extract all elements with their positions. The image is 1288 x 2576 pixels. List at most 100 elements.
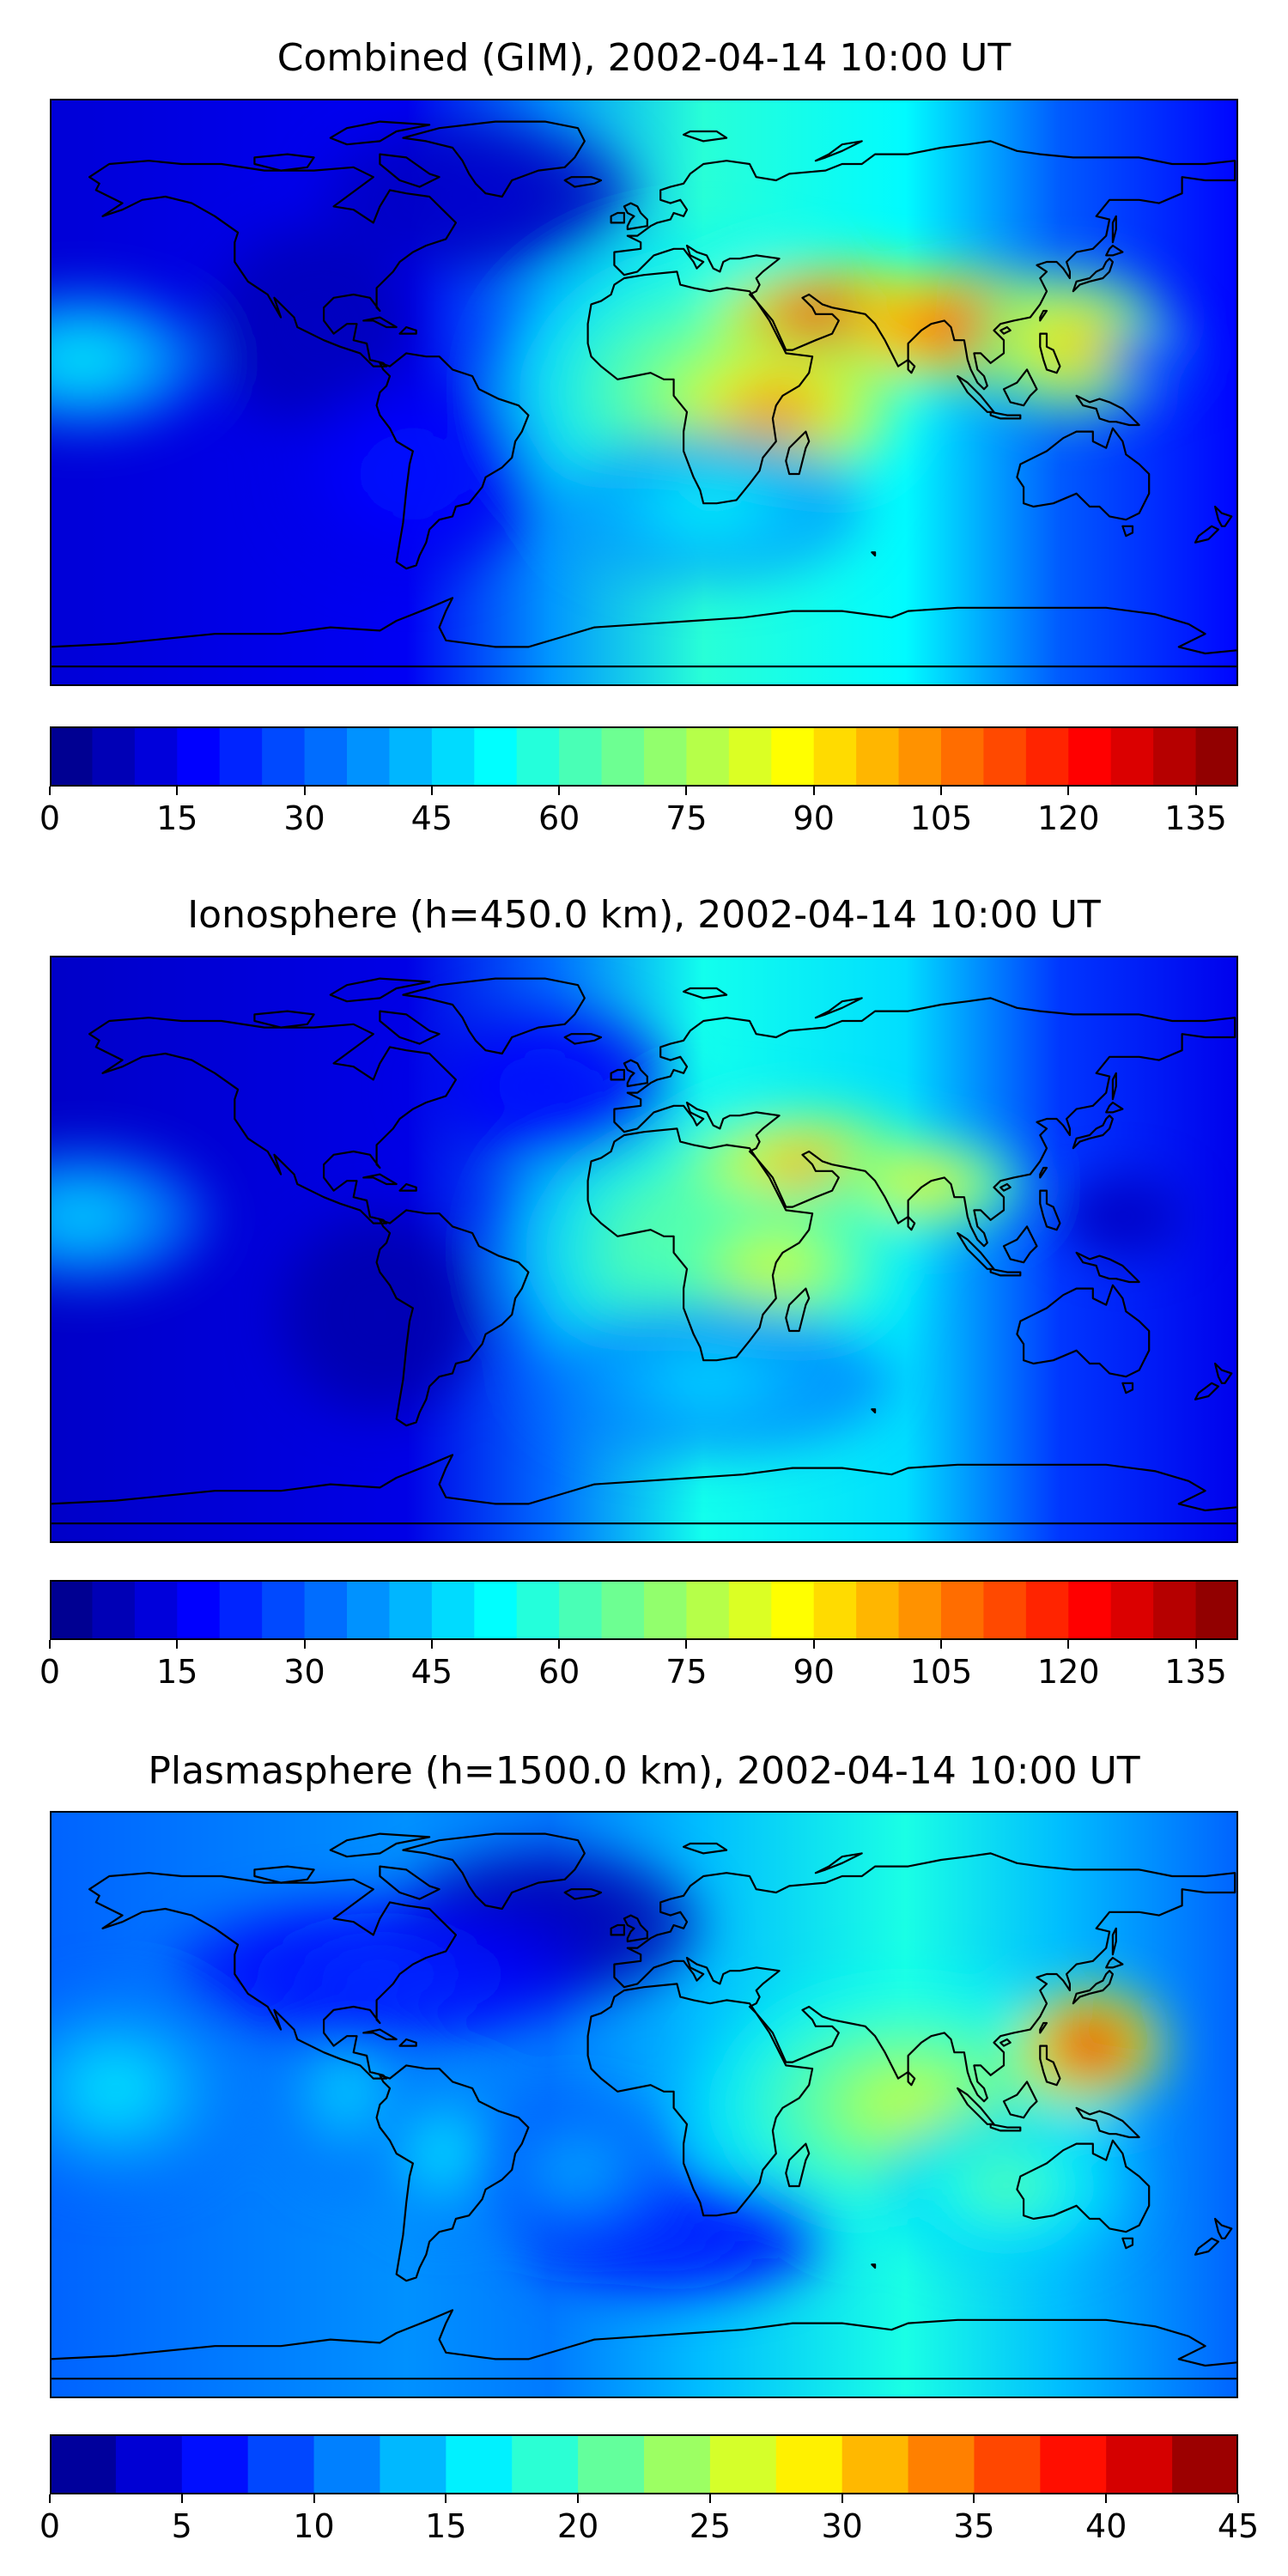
coastline-java [989, 410, 1022, 420]
colorbar-band [1153, 1580, 1197, 1640]
colorbar-band [856, 726, 900, 787]
colorbar-band [134, 726, 178, 787]
coastlines [50, 977, 1238, 1525]
coastline-africa [586, 270, 814, 505]
colorbar-tick-label: 45 [410, 799, 453, 837]
coastline-novaya-zemlya [814, 997, 863, 1019]
colorbar-band [941, 1580, 985, 1640]
colorbar-tick-label: 15 [156, 1653, 198, 1691]
colorbar-tick-mark [49, 2494, 51, 2503]
colorbar-band [474, 1580, 518, 1640]
coastline-sri-lanka [907, 2070, 916, 2087]
coastline-new-zealand-n [1213, 2217, 1233, 2239]
colorbar-tick-mark [176, 1640, 179, 1649]
coastline-philippines [1039, 1189, 1061, 1231]
coastline-hispaniola [398, 325, 417, 335]
coastline-new-guinea [1075, 2106, 1140, 2139]
coastline-tasmania [1121, 525, 1134, 538]
contour-blob [1052, 327, 1095, 360]
colorbar-tick-label: 20 [556, 2507, 599, 2545]
colorbar-band [983, 1580, 1027, 1640]
coastline-philippines [1039, 332, 1061, 374]
coastline-borneo [1002, 1225, 1038, 1264]
colorbar-band [974, 2434, 1041, 2494]
colorbar-band [813, 1580, 857, 1640]
coastline-africa [586, 1983, 814, 2217]
coastline-madagascar [785, 430, 811, 476]
colorbar-band [304, 1580, 348, 1640]
colorbar-tick-label: 30 [821, 2507, 863, 2545]
colorbar-tick-mark [841, 2494, 843, 2503]
colorbar-combined [50, 726, 1238, 787]
colorbar-tick-label: 120 [1037, 1653, 1100, 1691]
coastline-iceland [563, 1888, 603, 1900]
coastline-japan [1072, 258, 1115, 293]
contour-blob [677, 490, 742, 523]
coastlines [50, 1832, 1238, 2380]
colorbar-tick-label: 0 [39, 1653, 61, 1691]
contour-blob [358, 1293, 402, 1336]
colorbar-tick-mark [303, 787, 306, 795]
colorbar-band [262, 1580, 306, 1640]
colorbar-band [644, 1580, 688, 1640]
coastline-madagascar [785, 2142, 811, 2188]
contour-blob [56, 344, 110, 375]
colorbar-frame [50, 726, 1238, 787]
coastline-great-britain [623, 1914, 648, 1943]
colorbar-tick-mark [1105, 2494, 1108, 2503]
colorbar-band [347, 726, 391, 787]
colorbar-tick-mark [1067, 1640, 1070, 1649]
colorbar-band [1195, 1580, 1238, 1640]
coastline-svalbard [682, 1842, 728, 1855]
colorbar-band [50, 726, 94, 787]
colorbar-tick-label: 15 [156, 799, 198, 837]
colorbar-tick-mark [812, 1640, 815, 1649]
coastline-ellesmere [329, 120, 431, 146]
coastline-hispaniola [398, 1182, 417, 1192]
colorbar-band [709, 2434, 777, 2494]
colorbar-band [219, 726, 263, 787]
colorbar-band [686, 1580, 730, 1640]
colorbar-tick-label: 45 [410, 1653, 453, 1691]
colorbar-svg [50, 2434, 1238, 2494]
coastline-iceland [563, 176, 603, 188]
coastline-antarctica [50, 597, 1238, 668]
colorbar-tick-mark [685, 1640, 688, 1649]
contour-blob [337, 1958, 422, 1990]
colorbar-band [644, 2434, 711, 2494]
colorbar-band [1195, 726, 1238, 787]
coastline-iceland [563, 1033, 603, 1045]
colorbar-tick-label: 35 [953, 2507, 995, 2545]
coastline-novaya-zemlya [814, 140, 863, 162]
coastline-taiwan [1039, 1166, 1048, 1179]
coastline-new-zealand-s [1194, 2237, 1220, 2256]
panel-title: Ionosphere (h=450.0 km), 2002-04-14 10:0… [187, 893, 1101, 937]
colorbar-tick-label: 40 [1085, 2507, 1127, 2545]
coastline-north-america [88, 160, 457, 368]
coastline-victoria-is [253, 1010, 315, 1029]
coastline-baffin [379, 1010, 440, 1045]
colorbar-band [1025, 726, 1069, 787]
coastline-north-america [88, 1017, 457, 1224]
coastline-tasmania [1121, 1382, 1134, 1394]
colorbar-tick-mark [1194, 1640, 1197, 1649]
colorbar-tick-label: 30 [283, 1653, 325, 1691]
colorbar-tick-mark [303, 1640, 306, 1649]
coastline-victoria-is [253, 1865, 315, 1884]
colorbar-band [262, 726, 306, 787]
map-plasmasphere [50, 1811, 1238, 2398]
colorbar-tick-mark [1194, 787, 1197, 795]
contour-blob [518, 1070, 572, 1103]
coastline-new-zealand-n [1213, 1362, 1233, 1384]
map-svg [50, 956, 1238, 1543]
coastline-south-america [375, 352, 530, 570]
coastline-australia [1016, 427, 1151, 521]
colorbar-band [50, 1580, 94, 1640]
colorbar-band [908, 2434, 975, 2494]
coastline-north-america [88, 1872, 457, 2080]
coastlines [50, 120, 1238, 668]
colorbar-tick-label: 15 [425, 2507, 467, 2545]
colorbar-svg [50, 1580, 1238, 1640]
coastline-eurasia [613, 140, 1236, 391]
coastline-great-britain [623, 1059, 648, 1088]
